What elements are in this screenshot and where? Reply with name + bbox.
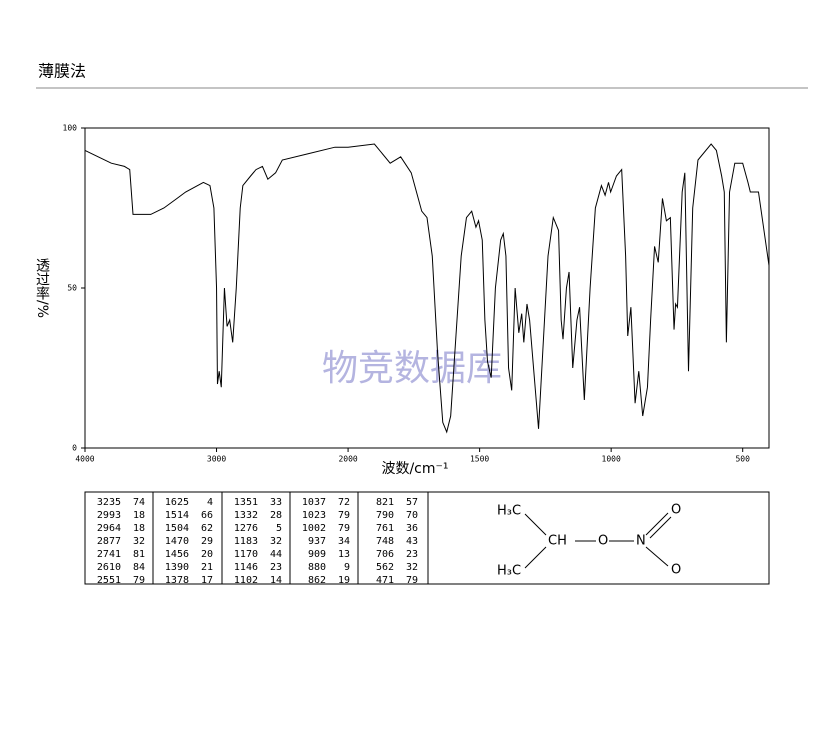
x-tick-label: 500 <box>735 455 750 464</box>
atom-label: CH <box>548 534 567 549</box>
peak-wavenumber: 2993 <box>97 510 121 521</box>
peak-transmittance: 74 <box>133 497 145 508</box>
peak-transmittance: 29 <box>201 536 213 547</box>
peak-transmittance: 43 <box>406 536 418 547</box>
structure-bonds <box>524 512 672 569</box>
peak-transmittance: 81 <box>133 549 145 560</box>
peak-wavenumber: 1023 <box>302 510 326 521</box>
peak-transmittance: 17 <box>201 575 213 586</box>
peak-transmittance: 33 <box>270 497 282 508</box>
x-tick-label: 1000 <box>602 455 621 464</box>
atom-label: O <box>671 503 681 518</box>
peak-wavenumber: 562 <box>376 562 394 573</box>
peak-wavenumber: 862 <box>308 575 326 586</box>
atom-label: O <box>598 534 608 549</box>
peak-table-frame <box>84 491 770 585</box>
peak-transmittance: 19 <box>338 575 350 586</box>
peak-wavenumber: 1146 <box>234 562 258 573</box>
peak-wavenumber: 2964 <box>97 523 121 534</box>
peak-transmittance: 34 <box>338 536 350 547</box>
peak-transmittance: 57 <box>406 497 418 508</box>
peak-transmittance: 66 <box>201 510 213 521</box>
peak-transmittance: 32 <box>270 536 282 547</box>
peak-wavenumber: 1625 <box>165 497 189 508</box>
x-tick-label: 3000 <box>207 455 226 464</box>
x-tick-label: 1500 <box>470 455 489 464</box>
atom-label: H₃C <box>497 504 521 519</box>
peak-wavenumber: 1183 <box>234 536 258 547</box>
watermark: 物竞数据库 <box>322 348 502 389</box>
peak-wavenumber: 909 <box>308 549 326 560</box>
x-tick-label: 4000 <box>75 455 94 464</box>
peak-wavenumber: 761 <box>376 523 394 534</box>
peak-wavenumber: 1037 <box>302 497 326 508</box>
peak-transmittance: 21 <box>201 562 213 573</box>
peak-transmittance: 20 <box>201 549 213 560</box>
peak-wavenumber: 1470 <box>165 536 189 547</box>
peak-wavenumber: 748 <box>376 536 394 547</box>
peak-wavenumber: 706 <box>376 549 394 560</box>
peak-transmittance: 32 <box>133 536 145 547</box>
peak-wavenumber: 1351 <box>234 497 258 508</box>
peak-wavenumber: 1390 <box>165 562 189 573</box>
peak-transmittance: 23 <box>270 562 282 573</box>
peak-wavenumber: 1378 <box>165 575 189 586</box>
y-tick-label: 0 <box>72 444 77 453</box>
spectrum-line <box>84 143 770 434</box>
peak-transmittance: 79 <box>338 523 350 534</box>
page-title: 薄膜法 <box>38 62 86 81</box>
peak-transmittance: 18 <box>133 510 145 521</box>
x-tick-label: 2000 <box>338 455 357 464</box>
peak-wavenumber: 1504 <box>165 523 189 534</box>
peak-wavenumber: 1102 <box>234 575 258 586</box>
peak-transmittance: 79 <box>133 575 145 586</box>
y-tick-label: 50 <box>67 284 77 293</box>
peak-wavenumber: 1276 <box>234 523 258 534</box>
peak-transmittance: 5 <box>276 523 282 534</box>
peak-transmittance: 9 <box>344 562 350 573</box>
atom-label: O <box>671 563 681 578</box>
y-tick-label: 100 <box>63 124 78 133</box>
peak-transmittance: 18 <box>133 523 145 534</box>
peak-wavenumber: 1514 <box>165 510 189 521</box>
peak-wavenumber: 3235 <box>97 497 121 508</box>
peak-transmittance: 4 <box>207 497 213 508</box>
peak-wavenumber: 1456 <box>165 549 189 560</box>
peak-transmittance: 79 <box>406 575 418 586</box>
peak-transmittance: 70 <box>406 510 418 521</box>
peak-transmittance: 62 <box>201 523 213 534</box>
peak-wavenumber: 880 <box>308 562 326 573</box>
peak-wavenumber: 821 <box>376 497 394 508</box>
peak-wavenumber: 2877 <box>97 536 121 547</box>
peak-wavenumber: 1332 <box>234 510 258 521</box>
peak-wavenumber: 2610 <box>97 562 121 573</box>
peak-wavenumber: 1170 <box>234 549 258 560</box>
table-dividers <box>152 492 429 584</box>
peak-wavenumber: 471 <box>376 575 394 586</box>
peak-transmittance: 79 <box>338 510 350 521</box>
peak-transmittance: 14 <box>270 575 282 586</box>
peak-wavenumber: 1002 <box>302 523 326 534</box>
peak-transmittance: 72 <box>338 497 350 508</box>
peak-wavenumber: 937 <box>308 536 326 547</box>
atom-label: N <box>636 534 646 549</box>
peak-wavenumber: 2741 <box>97 549 121 560</box>
y-axis-label: 透过率/% <box>34 258 50 318</box>
peak-transmittance: 13 <box>338 549 350 560</box>
peak-transmittance: 36 <box>406 523 418 534</box>
plot-frame <box>84 127 770 449</box>
peak-transmittance: 28 <box>270 510 282 521</box>
peak-transmittance: 32 <box>406 562 418 573</box>
peak-wavenumber: 790 <box>376 510 394 521</box>
atom-label: H₃C <box>497 564 521 579</box>
peak-transmittance: 23 <box>406 549 418 560</box>
peak-transmittance: 84 <box>133 562 145 573</box>
peak-wavenumber: 2551 <box>97 575 121 586</box>
x-axis-label: 波数/cm⁻¹ <box>381 461 448 477</box>
peak-transmittance: 44 <box>270 549 282 560</box>
